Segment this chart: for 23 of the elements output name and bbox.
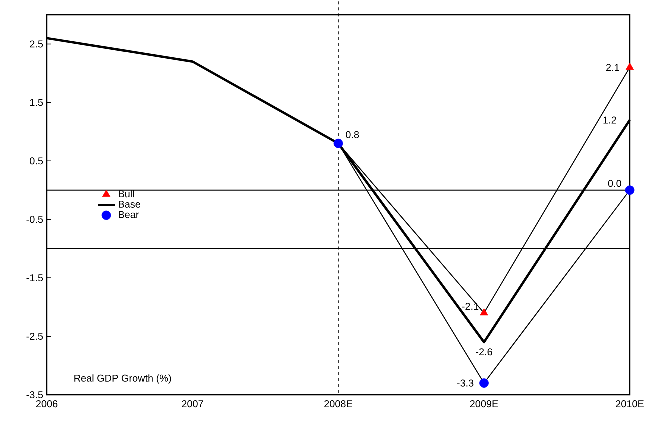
data-label: 0.0 — [608, 180, 622, 188]
y-tick-label: 2.5 — [30, 40, 44, 48]
legend-label: Bear — [119, 211, 140, 218]
x-tick-label: 2008E — [324, 400, 352, 408]
data-label: -2.6 — [476, 348, 492, 356]
y-tick-label: -2.5 — [26, 333, 44, 340]
data-label: -2.1 — [462, 303, 479, 310]
y-tick-label: 0.5 — [30, 158, 44, 165]
y-tick-label: 1.5 — [30, 99, 44, 106]
legend-label: Base — [119, 201, 140, 208]
annotation: Real GDP Growth (%) — [74, 374, 172, 384]
legend-label: Bull — [119, 190, 134, 198]
x-tick-label: 2007 — [182, 400, 204, 408]
x-tick-label: 2010E — [616, 400, 644, 408]
y-tick-label: -0.5 — [26, 216, 44, 224]
x-tick-label: 2006 — [36, 400, 58, 408]
y-tick-label: -1.5 — [26, 274, 44, 282]
x-tick-label: 2009E — [470, 400, 498, 408]
data-label: 2.1 — [606, 64, 620, 72]
data-label: 0.8 — [346, 131, 360, 138]
y-tick-label: -3.5 — [26, 391, 44, 399]
data-label: 1.2 — [604, 116, 616, 124]
data-label: -3.3 — [457, 380, 474, 387]
